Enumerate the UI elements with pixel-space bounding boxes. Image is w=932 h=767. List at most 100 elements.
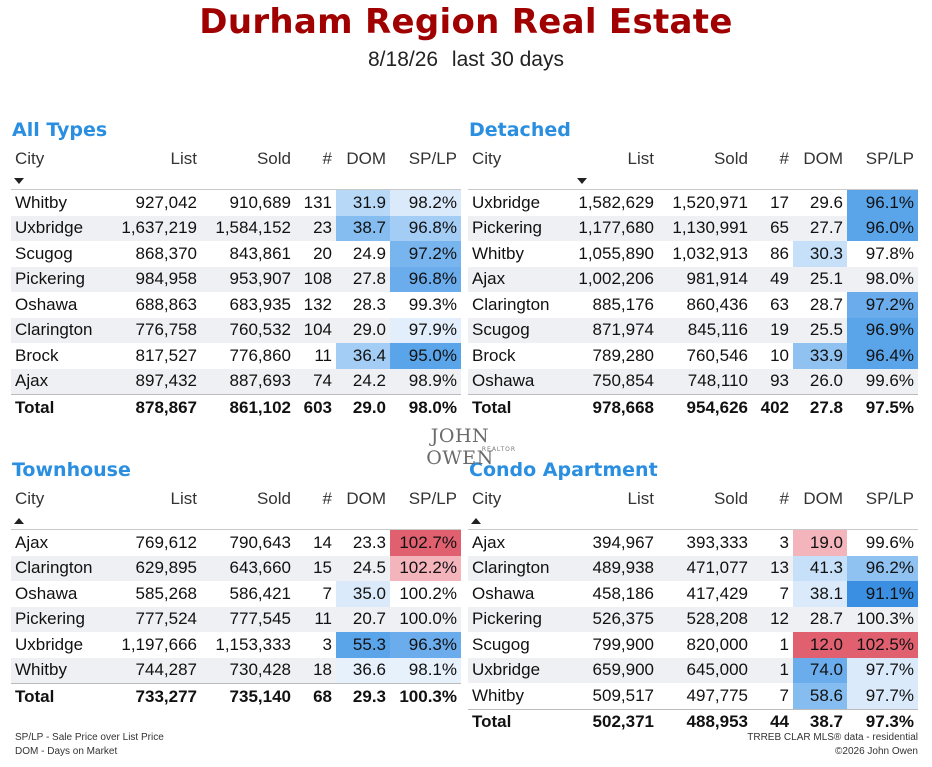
cell-city: Oshawa [15,583,78,603]
total-row: Total 978,668 954,626 402 27.8 97.5% [468,394,918,420]
table-row[interactable]: Scugog 868,370 843,861 20 24.9 97.2% [11,241,461,267]
column-header-sold[interactable]: Sold [256,149,291,168]
total-sold: 488,953 [658,708,752,735]
table-row[interactable]: Scugog 871,974 845,116 19 25.5 96.9% [468,317,918,343]
data-table: City List Sold # DOM SP/LP Whitby 927,042 910,68… [11,143,461,420]
cell-splp: 100.3% [847,606,918,632]
copyright-text: ©2026 John Owen [835,746,918,757]
column-header-splp[interactable]: SP/LP [865,149,914,168]
column-header-splp[interactable]: SP/LP [865,489,914,508]
total-count: 402 [752,394,793,420]
table-row[interactable]: Uxbridge 659,900 645,000 1 74.0 97.7% [468,657,918,683]
cell-sold: 981,914 [658,266,752,292]
cell-splp: 96.4% [847,343,918,369]
table-row[interactable]: Oshawa 750,854 748,110 93 26.0 99.6% [468,368,918,395]
cell-count: 63 [770,294,789,314]
total-row: Total 733,277 735,140 68 29.3 100.3% [11,683,461,709]
column-header-list[interactable]: List [627,149,654,168]
cell-splp: 98.9% [390,368,461,395]
table-row[interactable]: Uxbridge 1,637,219 1,584,152 23 38.7 96.8% [11,215,461,241]
cell-sold: 1,520,971 [658,189,752,216]
data-table: City List Sold # DOM SP/LP Uxbridge 1,582,629 1,… [468,143,918,420]
table-row[interactable]: Oshawa 688,863 683,935 132 28.3 99.3% [11,292,461,318]
cell-splp: 96.8% [390,266,461,292]
column-header-list[interactable]: List [170,149,197,168]
cell-dom: 38.1 [793,581,847,607]
cell-dom: 27.7 [793,215,847,241]
brand-logo: JOHN OWEN REALTOR [398,425,522,469]
table-row[interactable]: Ajax 1,002,206 981,914 49 25.1 98.0% [468,266,918,292]
column-header-dom[interactable]: DOM [346,149,386,168]
cell-count: 7 [779,583,789,603]
table-row[interactable]: Ajax 897,432 887,693 74 24.2 98.9% [11,368,461,395]
section-title: All Types [12,119,108,141]
cell-count: 104 [295,317,336,343]
total-label: Total [468,708,574,735]
sort-descending-icon[interactable] [577,178,587,184]
total-splp: 98.0% [390,394,461,420]
table-row[interactable]: Ajax 769,612 790,643 14 23.3 102.7% [11,529,461,556]
table-row[interactable]: Uxbridge 1,582,629 1,520,971 17 29.6 96.1% [468,189,918,216]
column-header-city[interactable]: City [472,149,502,168]
table-row[interactable]: Oshawa 458,186 417,429 7 38.1 91.1% [468,581,918,607]
table-row[interactable]: Whitby 509,517 497,775 7 58.6 97.7% [468,683,918,709]
cell-dom: 55.3 [336,632,390,658]
column-header-list[interactable]: List [627,489,654,508]
table-row[interactable]: Whitby 1,055,890 1,032,913 86 30.3 97.8% [468,241,918,267]
cell-dom: 20.7 [336,606,390,632]
column-header-sold[interactable]: Sold [713,489,748,508]
column-header-splp[interactable]: SP/LP [408,149,457,168]
cell-city: Brock [15,345,59,365]
cell-list: 750,854 [574,368,658,395]
cell-count: 93 [752,368,793,395]
table-row[interactable]: Clarington 489,938 471,077 13 41.3 96.2% [468,555,918,581]
table-row[interactable]: Oshawa 585,268 586,421 7 35.0 100.2% [11,581,461,607]
cell-list: 927,042 [117,189,201,216]
table-row[interactable]: Pickering 1,177,680 1,130,991 65 27.7 96.0% [468,215,918,241]
table-row[interactable]: Pickering 777,524 777,545 11 20.7 100.0% [11,606,461,632]
cell-count: 14 [295,529,336,556]
column-header-city[interactable]: City [15,489,45,508]
cell-list: 777,524 [117,606,201,632]
column-header-count[interactable]: # [779,149,789,168]
sort-descending-icon[interactable] [14,178,24,184]
cell-count: 17 [752,189,793,216]
total-dom: 29.0 [336,394,390,420]
table-row[interactable]: Clarington 629,895 643,660 15 24.5 102.2% [11,555,461,581]
cell-count: 108 [295,266,336,292]
column-header-sold[interactable]: Sold [256,489,291,508]
table-row[interactable]: Ajax 394,967 393,333 3 19.0 99.6% [468,529,918,556]
column-header-dom[interactable]: DOM [346,489,386,508]
table-row[interactable]: Whitby 927,042 910,689 131 31.9 98.2% [11,189,461,216]
column-header-dom[interactable]: DOM [803,149,843,168]
column-header-sold[interactable]: Sold [713,149,748,168]
cell-city: Uxbridge [468,189,574,216]
sort-ascending-icon[interactable] [14,518,24,524]
column-header-count[interactable]: # [779,489,789,508]
report-date: 8/18/26 [368,48,439,71]
table-row[interactable]: Pickering 526,375 528,208 12 28.7 100.3% [468,606,918,632]
column-header-dom[interactable]: DOM [803,489,843,508]
column-header-splp[interactable]: SP/LP [408,489,457,508]
sort-ascending-icon[interactable] [471,518,481,524]
table-row[interactable]: Clarington 885,176 860,436 63 28.7 97.2% [468,292,918,318]
table-row[interactable]: Pickering 984,958 953,907 108 27.8 96.8% [11,266,461,292]
table-row[interactable]: Brock 789,280 760,546 10 33.9 96.4% [468,343,918,369]
table-row[interactable]: Uxbridge 1,197,666 1,153,333 3 55.3 96.3% [11,632,461,658]
table-row[interactable]: Scugog 799,900 820,000 1 12.0 102.5% [468,632,918,658]
column-header-count[interactable]: # [322,489,332,508]
legend-dom: DOM - Days on Market [15,746,118,757]
section-title: Condo Apartment [469,459,658,481]
total-list: 978,668 [574,394,658,420]
column-header-list[interactable]: List [170,489,197,508]
cell-count: 11 [295,606,336,632]
column-header-count[interactable]: # [322,149,332,168]
table-row[interactable]: Clarington 776,758 760,532 104 29.0 97.9% [11,317,461,343]
column-header-city[interactable]: City [15,149,45,168]
cell-city: Clarington [468,555,574,581]
column-header-city[interactable]: City [472,489,502,508]
cell-dom: 41.3 [793,555,847,581]
table-row[interactable]: Whitby 744,287 730,428 18 36.6 98.1% [11,657,461,684]
table-row[interactable]: Brock 817,527 776,860 11 36.4 95.0% [11,343,461,369]
cell-list: 769,612 [117,529,201,556]
